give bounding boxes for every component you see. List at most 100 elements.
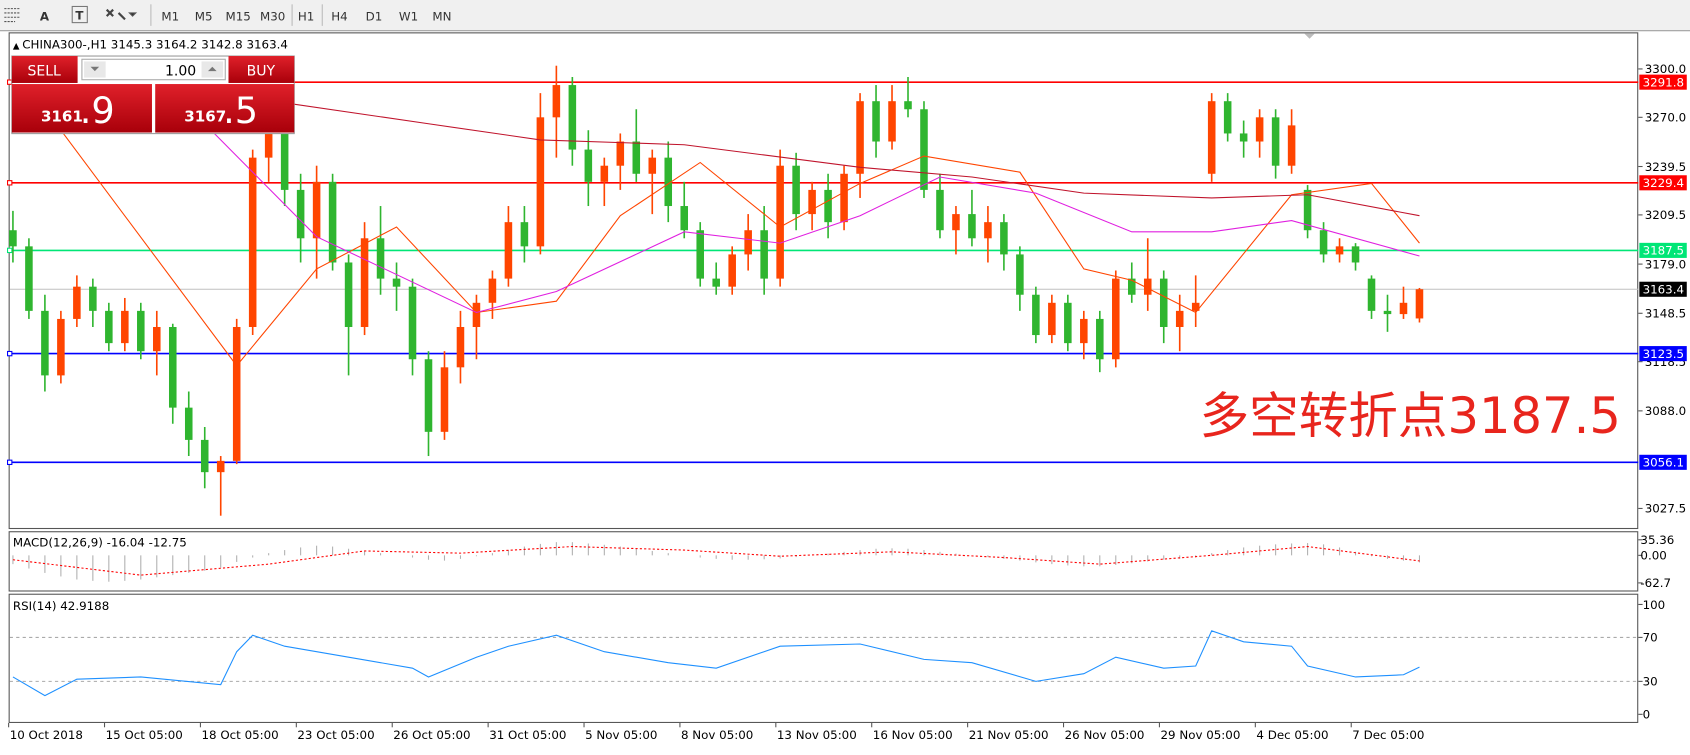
moving-average xyxy=(60,129,1420,367)
candle-body xyxy=(1143,278,1152,295)
bid-box[interactable] xyxy=(11,84,152,133)
level-label-bg xyxy=(1639,74,1687,90)
candle-body xyxy=(728,254,736,287)
candle-body xyxy=(1255,117,1264,142)
candle-body xyxy=(1175,310,1184,327)
svg-text:T: T xyxy=(75,8,84,22)
macd-tick-label: -62.7 xyxy=(1640,576,1671,590)
level-label-bg xyxy=(1639,242,1687,258)
x-tick-label: 13 Nov 05:00 xyxy=(777,728,857,742)
timeframe-button[interactable]: M5 xyxy=(195,9,213,23)
trade-panel: SELL BUY 1.00 3161 .9 3167 .5 xyxy=(11,55,295,135)
candle-body xyxy=(137,310,145,352)
y-tick-label: 3179.0 xyxy=(1645,257,1686,271)
candle-body xyxy=(808,189,816,215)
candle-body xyxy=(121,310,129,344)
candle-body xyxy=(296,189,305,239)
current-price-bg xyxy=(1639,281,1687,297)
candle-body xyxy=(1287,125,1296,166)
signal-value: -12.75 xyxy=(149,535,187,549)
timeframe-button[interactable]: M1 xyxy=(161,9,179,23)
macd-panel xyxy=(8,531,1639,592)
level-label: 3187.5 xyxy=(1643,244,1684,258)
x-tick-label: 5 Nov 05:00 xyxy=(585,728,657,742)
candle-body xyxy=(232,326,241,461)
candle-body xyxy=(904,101,912,110)
candle-body xyxy=(440,367,449,432)
candle-body xyxy=(1383,310,1392,315)
rsi-header: RSI(14) 42.9188 xyxy=(13,599,109,613)
candle-body xyxy=(105,310,113,344)
x-tick-label: 8 Nov 05:00 xyxy=(681,728,753,742)
candle-body xyxy=(632,141,641,174)
sell-label[interactable]: SELL xyxy=(28,63,62,79)
candle-body xyxy=(376,238,385,279)
timeframe-button[interactable]: M30 xyxy=(260,9,285,23)
moving-average xyxy=(188,107,1420,314)
candle-body xyxy=(1351,246,1360,263)
candle-body xyxy=(488,278,497,303)
level-marker xyxy=(7,180,13,186)
ask-pips: .5 xyxy=(223,89,258,132)
level-marker xyxy=(7,247,13,254)
volume-input[interactable] xyxy=(81,58,226,81)
bid-main: 3161 xyxy=(41,108,83,126)
macd-tick-label: 35.36 xyxy=(1640,533,1674,547)
rsi-label: RSI(14) xyxy=(13,599,57,613)
volume[interactable]: 1.00 xyxy=(165,63,196,79)
sell-button[interactable] xyxy=(11,56,78,83)
candle-body xyxy=(776,165,784,279)
candle-body xyxy=(696,230,704,279)
level-label-bg xyxy=(1639,454,1687,470)
candle-body xyxy=(1127,278,1136,295)
timeframe-button[interactable]: D1 xyxy=(366,9,383,23)
candle-body xyxy=(1016,254,1024,295)
candle-body xyxy=(1367,278,1376,311)
y-tick-label: 3027.5 xyxy=(1645,502,1686,516)
candle-body xyxy=(1223,101,1232,134)
macd-label: MACD(12,26,9) xyxy=(13,535,103,549)
candle-body xyxy=(936,189,944,231)
level-label: 3229.4 xyxy=(1643,176,1684,190)
candle-body xyxy=(360,238,369,327)
timeframe-button[interactable]: M15 xyxy=(226,9,251,23)
y-tick-label: 3300.0 xyxy=(1645,62,1686,76)
candle-body xyxy=(600,165,609,182)
candle-body xyxy=(872,101,880,142)
buy-label[interactable]: BUY xyxy=(247,63,276,79)
scroll-marker xyxy=(1304,33,1315,39)
timeframe-button[interactable]: H1 xyxy=(298,9,314,23)
low-value: 3142.8 xyxy=(201,37,242,51)
y-tick-label: 3270.0 xyxy=(1645,111,1686,125)
x-tick-label: 29 Nov 05:00 xyxy=(1161,728,1241,742)
candle-body xyxy=(312,181,321,239)
candle-body xyxy=(57,318,65,376)
candle-body xyxy=(760,230,768,279)
candle-body xyxy=(920,109,928,190)
buy-button[interactable] xyxy=(228,56,295,83)
text-tool[interactable]: A xyxy=(40,9,50,23)
candle-body xyxy=(824,189,832,223)
timeframe-button[interactable]: W1 xyxy=(399,9,418,23)
ask-box[interactable] xyxy=(155,84,295,133)
timeframe-button[interactable]: H4 xyxy=(331,9,347,23)
y-tick-label: 3239.5 xyxy=(1645,160,1686,174)
candle-body xyxy=(1112,278,1120,360)
candle-body xyxy=(1303,189,1312,231)
timeframe-button[interactable]: MN xyxy=(432,9,451,23)
candle-body xyxy=(264,133,273,158)
candle-body xyxy=(888,101,896,142)
candle-body xyxy=(1064,302,1072,344)
candle-body xyxy=(280,133,289,190)
candle-body xyxy=(520,222,529,247)
rsi-line xyxy=(12,630,1420,697)
x-tick-label: 18 Oct 05:00 xyxy=(202,728,279,742)
candle-body xyxy=(200,439,209,473)
level-label: 3123.5 xyxy=(1643,347,1684,361)
candle-body xyxy=(41,310,49,376)
candle-body xyxy=(984,222,992,239)
y-tick-label: 3148.5 xyxy=(1645,307,1686,321)
current-price-label: 3163.4 xyxy=(1643,283,1684,297)
